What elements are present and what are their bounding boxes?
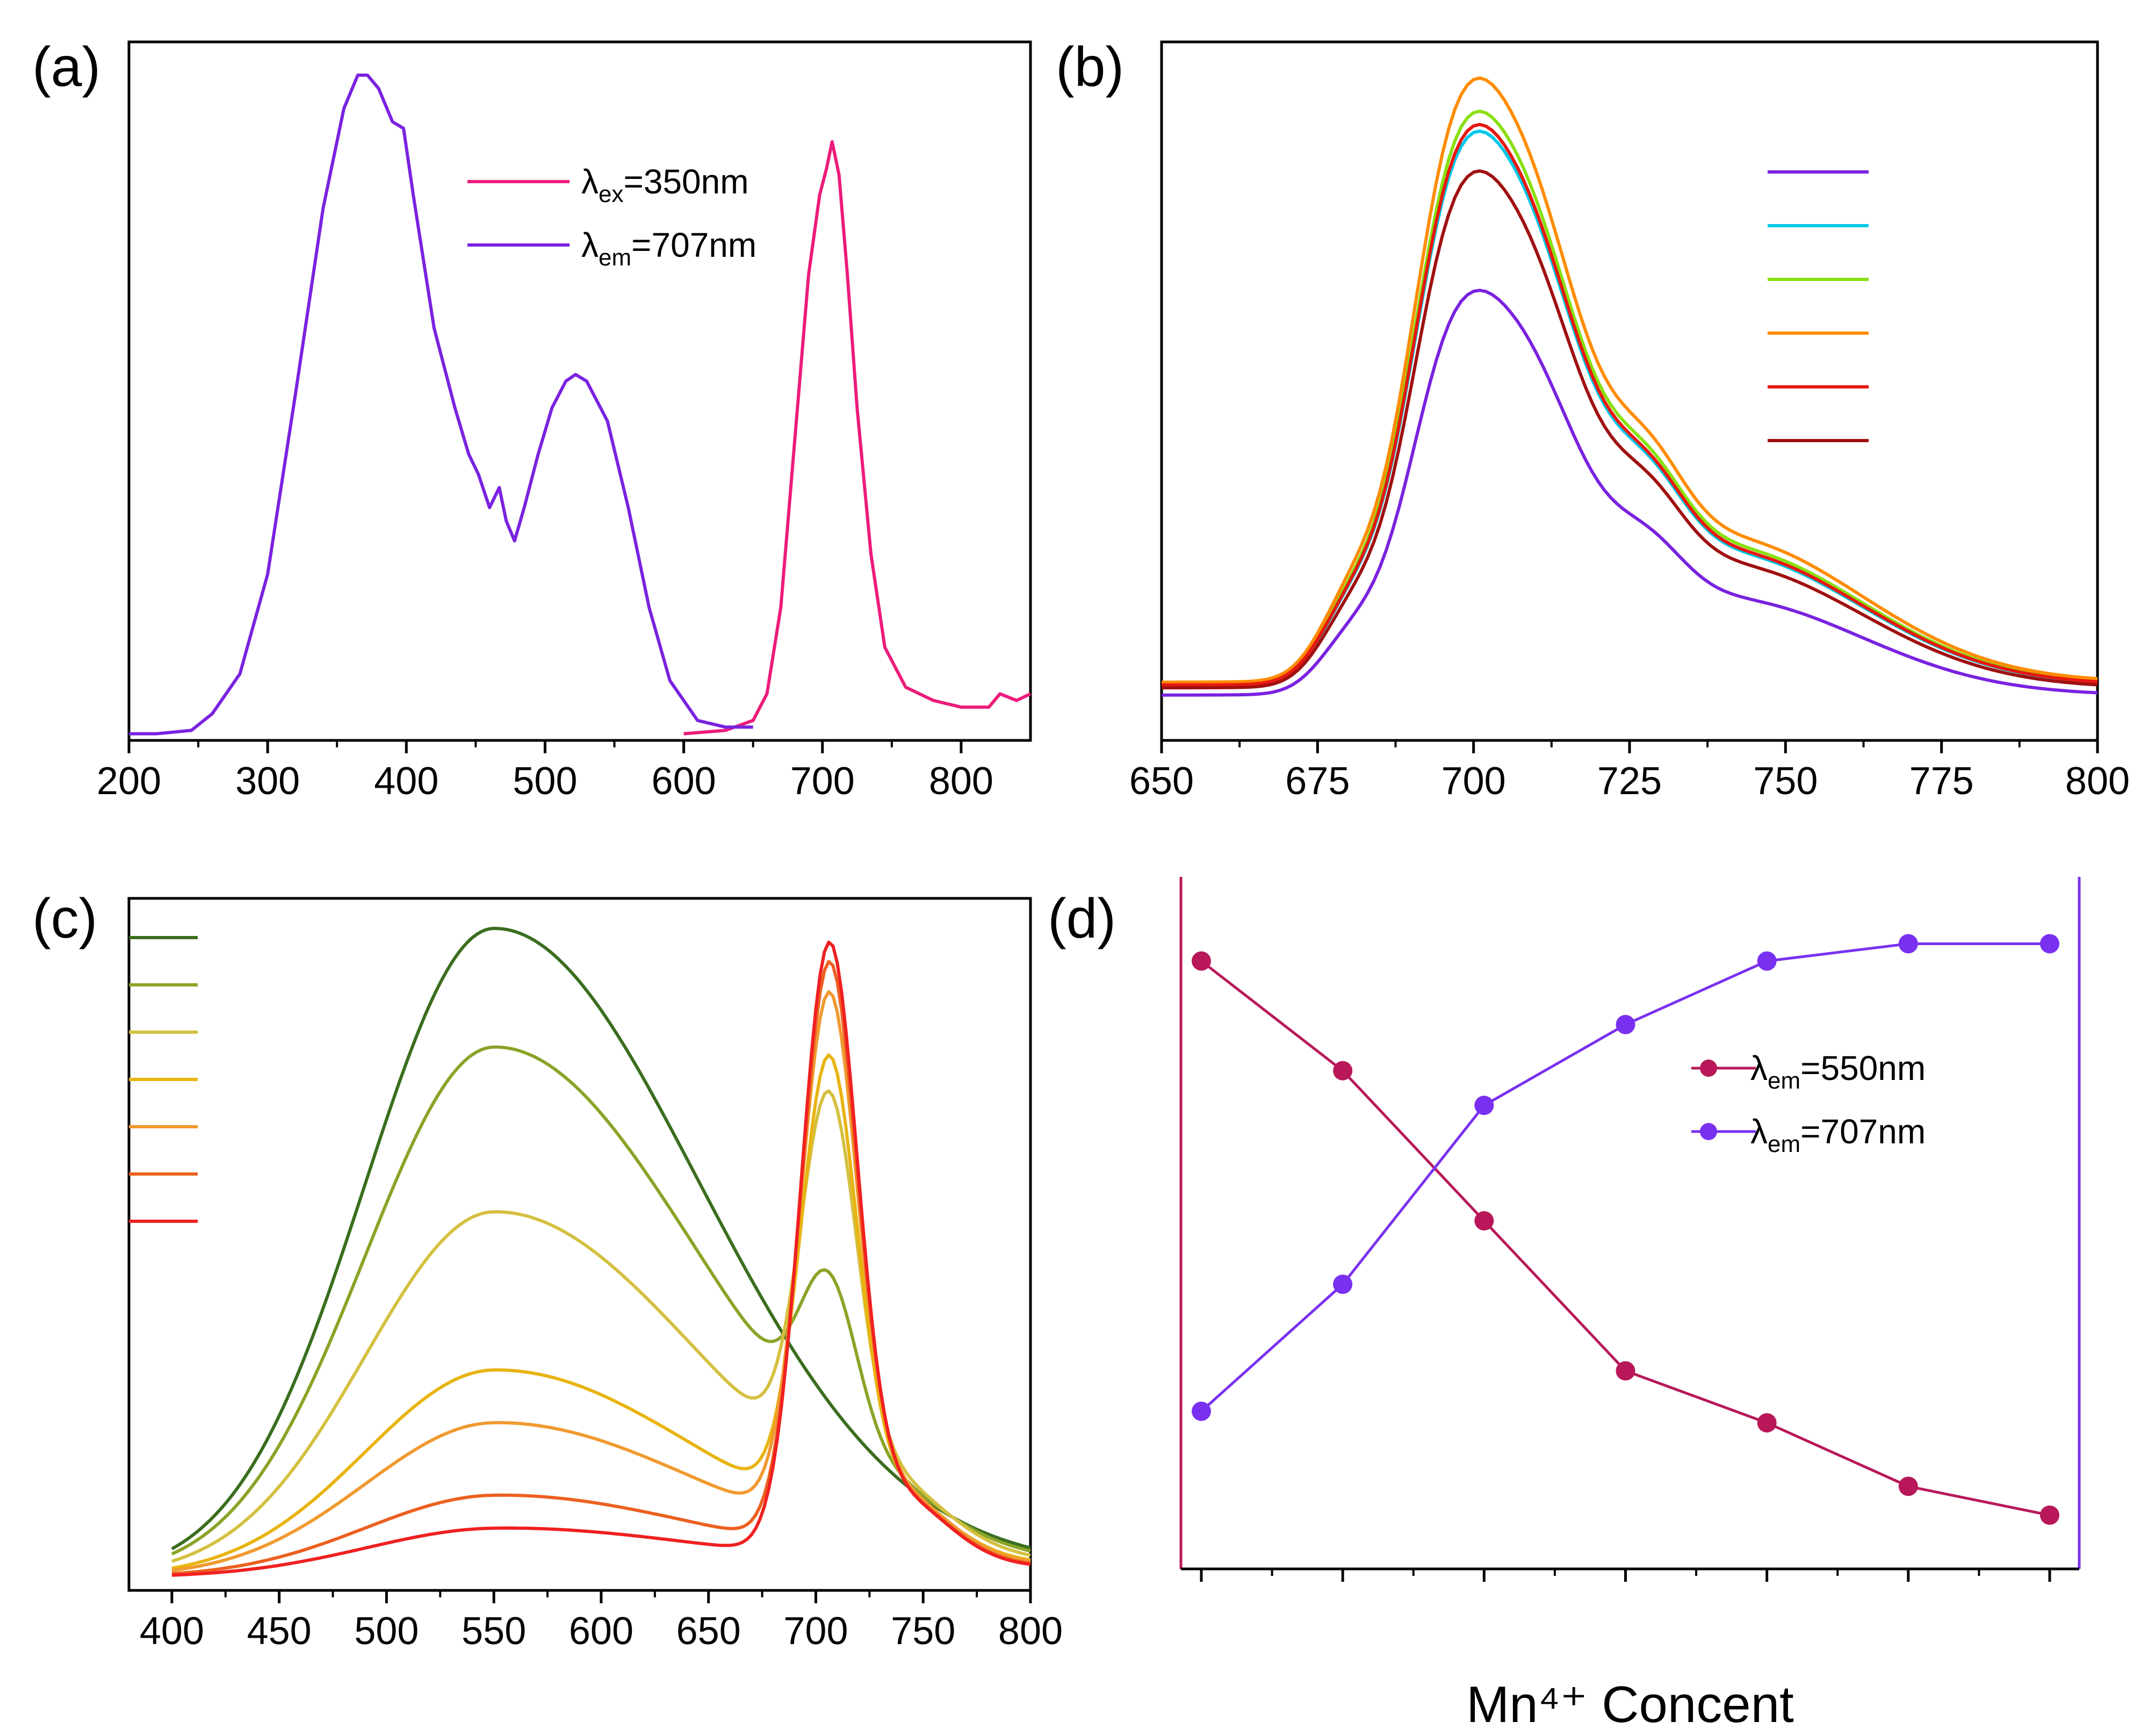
x-tick-label: 725	[1597, 760, 1662, 803]
data-point	[1757, 1413, 1777, 1433]
data-point	[1898, 1476, 1918, 1496]
panel-label: (d)	[1048, 888, 1116, 950]
x-tick-label: 800	[998, 1610, 1063, 1653]
data-point	[1474, 1211, 1494, 1231]
data-point	[2040, 1506, 2059, 1525]
series-line-4	[1162, 123, 2098, 687]
series-line-0	[171, 926, 1031, 1551]
series-line-0	[683, 140, 1032, 736]
panel-a-frame	[127, 40, 1032, 742]
series-line-1	[1200, 942, 2050, 1413]
legend-marker	[1700, 1123, 1717, 1140]
legend-label: λem=550nm	[1750, 1049, 1926, 1094]
x-tick-label: 650	[1129, 760, 1194, 803]
x-tick-label: 675	[1285, 760, 1350, 803]
x-tick-label: 700	[790, 760, 855, 803]
data-point	[1616, 1361, 1635, 1381]
data-point	[1192, 1401, 1211, 1421]
series-line-1	[1162, 129, 2098, 687]
x-tick-label: 600	[569, 1610, 633, 1653]
series-line-3	[1162, 76, 2098, 684]
panel-b-frame	[1160, 40, 2099, 742]
x-tick-label: 550	[462, 1610, 526, 1653]
data-point	[1474, 1096, 1494, 1115]
legend-label: λem=707nm	[1750, 1112, 1926, 1157]
x-tick-label: 500	[513, 760, 577, 803]
series-line-2	[171, 1089, 1031, 1563]
x-tick-label: 800	[929, 760, 993, 803]
x-tick-label: 650	[676, 1610, 741, 1653]
panel-label: (a)	[32, 36, 100, 98]
data-point	[1192, 951, 1211, 971]
series-line-1	[129, 73, 753, 736]
data-point	[1616, 1014, 1635, 1034]
x-tick-label: 700	[783, 1610, 848, 1653]
panel-c-frame	[127, 897, 1032, 1592]
x-tick-label: 300	[235, 760, 300, 803]
x-tick-label: 750	[1753, 760, 1818, 803]
series-line-3	[171, 1053, 1031, 1570]
series-line-5	[1162, 169, 2098, 690]
legend-marker	[1700, 1060, 1717, 1077]
series-line-0	[1200, 960, 2050, 1517]
x-tick-label: 600	[652, 760, 716, 803]
x-tick-label: 700	[1441, 760, 1506, 803]
panel-label: (b)	[1056, 36, 1124, 98]
x-axis-label: Mn⁴⁺ Concent	[1466, 1676, 1794, 1733]
x-tick-label: 500	[354, 1610, 419, 1653]
x-tick-label: 800	[2065, 760, 2130, 803]
panel-label: (c)	[32, 888, 97, 950]
x-tick-label: 750	[891, 1610, 955, 1653]
data-point	[1757, 951, 1777, 971]
data-point	[1333, 1274, 1353, 1294]
legend-label: λem=707nm	[581, 226, 756, 271]
series-line-0	[1161, 289, 2098, 697]
series-line-4	[171, 990, 1031, 1573]
x-tick-label: 200	[97, 760, 161, 803]
series-line-1	[171, 1045, 1031, 1556]
data-point	[1898, 934, 1918, 954]
x-tick-label: 775	[1909, 760, 1974, 803]
legend-label: λex=350nm	[581, 162, 749, 207]
x-tick-label: 450	[247, 1610, 312, 1653]
data-point	[2040, 934, 2059, 954]
x-tick-label: 400	[140, 1610, 204, 1653]
series-line-6	[171, 940, 1031, 1577]
x-tick-label: 400	[374, 760, 438, 803]
series-line-2	[1162, 110, 2098, 686]
data-point	[1333, 1061, 1353, 1081]
